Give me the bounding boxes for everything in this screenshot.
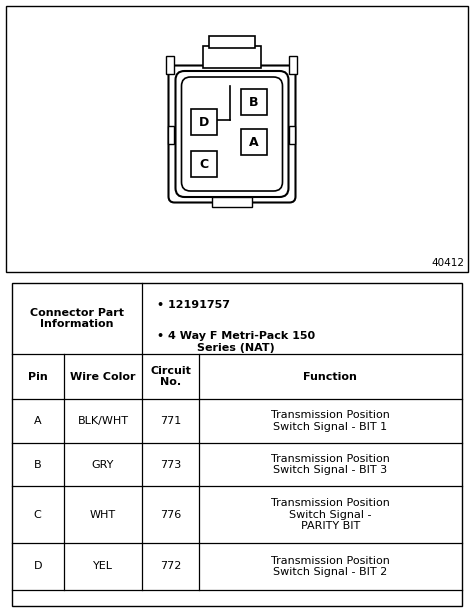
FancyBboxPatch shape xyxy=(182,77,283,191)
FancyBboxPatch shape xyxy=(168,65,295,202)
Bar xyxy=(191,109,217,135)
FancyBboxPatch shape xyxy=(175,71,289,197)
Text: C: C xyxy=(34,510,42,520)
Text: • 4 Way F Metri-Pack 150
Series (NAT): • 4 Way F Metri-Pack 150 Series (NAT) xyxy=(156,331,315,353)
Bar xyxy=(168,126,174,144)
Text: BLK/WHT: BLK/WHT xyxy=(78,416,128,426)
Text: GRY: GRY xyxy=(92,459,114,470)
Text: Circuit
No.: Circuit No. xyxy=(150,366,191,387)
Text: • 12191757: • 12191757 xyxy=(156,300,230,310)
Bar xyxy=(191,151,217,177)
Bar xyxy=(203,45,261,67)
Text: A: A xyxy=(249,136,259,148)
Text: D: D xyxy=(34,562,42,571)
Text: 40412: 40412 xyxy=(431,258,464,268)
Text: Transmission Position
Switch Signal - BIT 3: Transmission Position Switch Signal - BI… xyxy=(271,454,390,475)
Bar xyxy=(166,56,174,73)
Text: YEL: YEL xyxy=(93,562,113,571)
Text: C: C xyxy=(200,158,209,170)
Text: Pin: Pin xyxy=(28,371,47,382)
Text: 776: 776 xyxy=(160,510,181,520)
Text: 771: 771 xyxy=(160,416,181,426)
Text: A: A xyxy=(34,416,42,426)
Text: Transmission Position
Switch Signal - BIT 2: Transmission Position Switch Signal - BI… xyxy=(271,555,390,577)
Bar xyxy=(241,129,267,155)
Text: 773: 773 xyxy=(160,459,181,470)
Text: Function: Function xyxy=(303,371,357,382)
Text: Connector Part
Information: Connector Part Information xyxy=(30,308,124,329)
Text: WHT: WHT xyxy=(90,510,116,520)
Bar xyxy=(212,197,252,207)
Text: D: D xyxy=(199,115,209,128)
Text: Wire Color: Wire Color xyxy=(70,371,136,382)
Bar xyxy=(290,126,295,144)
Text: B: B xyxy=(249,95,259,109)
Text: Transmission Position
Switch Signal -
PARITY BIT: Transmission Position Switch Signal - PA… xyxy=(271,498,390,532)
Text: Transmission Position
Switch Signal - BIT 1: Transmission Position Switch Signal - BI… xyxy=(271,410,390,432)
Text: B: B xyxy=(34,459,42,470)
Bar xyxy=(241,89,267,115)
Text: 772: 772 xyxy=(160,562,181,571)
Bar xyxy=(209,35,255,48)
Bar xyxy=(290,56,298,73)
